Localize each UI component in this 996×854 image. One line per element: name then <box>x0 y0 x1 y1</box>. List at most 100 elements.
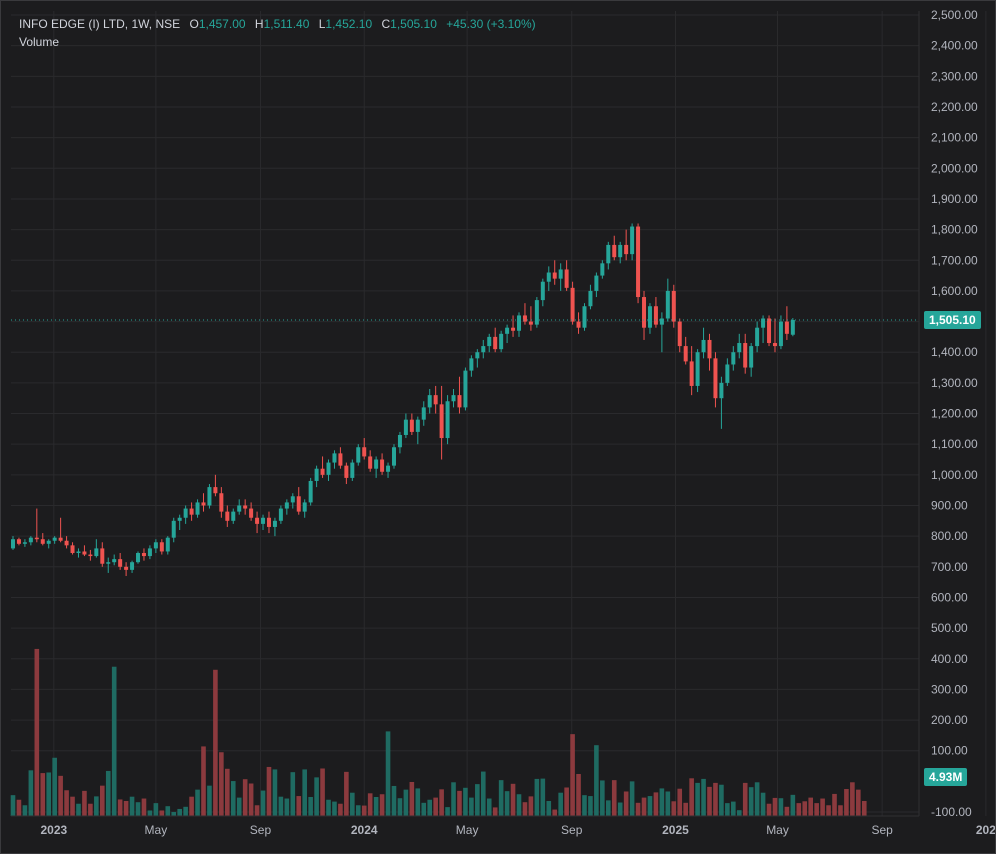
candle-body <box>302 502 307 512</box>
candle-body <box>391 447 396 466</box>
volume-bar <box>361 805 367 816</box>
volume-bar <box>844 789 849 816</box>
volume-bar <box>784 806 790 816</box>
candle-body <box>195 502 200 515</box>
y-tick-label: 2,400.00 <box>931 39 978 53</box>
candle-body <box>219 493 224 512</box>
candle-body <box>177 517 182 521</box>
last-price-badge: 1,505.10 <box>924 311 981 329</box>
volume-bar <box>528 796 534 816</box>
candle-body <box>683 346 688 362</box>
volume-bar <box>415 788 421 816</box>
volume-bar <box>475 784 480 816</box>
candle-body <box>82 551 87 555</box>
candle-body <box>647 306 652 328</box>
y-tick-label: 2,100.00 <box>931 131 978 145</box>
candle-body <box>320 468 325 475</box>
volume-bar <box>332 801 337 816</box>
candle-body <box>225 511 230 521</box>
candle-body <box>64 540 69 546</box>
volume-bar <box>135 802 141 816</box>
y-tick-label: 700.00 <box>931 560 968 574</box>
volume-bar <box>213 669 218 816</box>
volume-bar <box>272 769 278 816</box>
volume-bar <box>159 810 165 816</box>
candle-body <box>624 244 629 255</box>
y-tick-label: 2,300.00 <box>931 69 978 83</box>
candle-body <box>189 508 194 515</box>
volume-bar <box>802 801 808 816</box>
candle-body <box>290 496 295 503</box>
volume-bar <box>617 802 623 816</box>
candle-body <box>671 290 676 322</box>
volume-label[interactable]: Volume <box>19 35 60 49</box>
candle-body <box>451 395 456 402</box>
candle-body <box>243 505 248 509</box>
y-tick-label: 2,000.00 <box>931 161 978 175</box>
volume-bar <box>290 772 296 816</box>
candle-body <box>534 300 539 325</box>
candle-body <box>344 465 349 478</box>
candle-body <box>338 453 343 466</box>
volume-bar <box>832 793 837 816</box>
volume-bar <box>504 791 510 816</box>
volume-bar <box>314 777 319 816</box>
volume-bar <box>796 803 802 816</box>
candle-body <box>130 562 135 570</box>
candle-body <box>588 290 593 307</box>
candle-body <box>326 462 331 475</box>
candle-body <box>94 548 99 557</box>
volume-bar <box>58 775 63 816</box>
candle-body <box>284 502 289 509</box>
volume-bar <box>683 802 688 816</box>
candle-body <box>386 465 391 472</box>
volume-bar <box>70 796 75 816</box>
y-tick-label: 300.00 <box>931 682 968 696</box>
volume-bar <box>820 798 825 816</box>
candle-body <box>88 554 93 557</box>
volume-bar <box>552 809 558 816</box>
high-label: H <box>254 17 264 31</box>
volume-bar <box>266 766 272 816</box>
volume-bar <box>64 790 69 816</box>
volume-bar <box>588 796 593 816</box>
candle-body <box>481 346 486 353</box>
volume-bar <box>403 789 409 816</box>
volume-bar <box>379 794 385 816</box>
volume-bar <box>546 800 552 816</box>
volume-bar <box>123 800 129 816</box>
candle-body <box>582 306 587 328</box>
volume-bar <box>111 666 117 816</box>
volume-bar <box>10 795 16 816</box>
candle-body <box>778 321 783 347</box>
candle-body <box>653 306 658 325</box>
volume-bar <box>665 791 671 816</box>
x-tick-label: May <box>145 823 168 837</box>
volume-bar <box>659 788 665 816</box>
x-tick-label: Sep <box>561 823 583 837</box>
y-tick-label: -100.00 <box>931 805 972 819</box>
candle-body <box>695 352 700 386</box>
volume-bar <box>600 780 605 816</box>
volume-bar <box>355 805 361 816</box>
volume-bar <box>653 792 659 816</box>
candle-body <box>415 419 420 432</box>
volume-bar <box>195 789 200 816</box>
candle-body <box>34 537 39 540</box>
y-tick-label: 2,200.00 <box>931 100 978 114</box>
symbol-label[interactable]: INFO EDGE (I) LTD, 1W, NSE <box>19 17 181 31</box>
candle-body <box>743 343 748 368</box>
candle-body <box>118 559 123 567</box>
volume-bar <box>623 791 629 816</box>
candle-body <box>397 434 402 448</box>
candle-body <box>790 320 795 335</box>
candle-body <box>255 517 260 524</box>
candle-body <box>725 364 730 383</box>
y-tick-label: 1,900.00 <box>931 192 978 206</box>
volume-bar <box>754 782 760 816</box>
candle-body <box>713 358 718 399</box>
candle-body <box>427 395 432 408</box>
y-tick-label: 500.00 <box>931 621 968 635</box>
volume-bar <box>856 789 861 816</box>
